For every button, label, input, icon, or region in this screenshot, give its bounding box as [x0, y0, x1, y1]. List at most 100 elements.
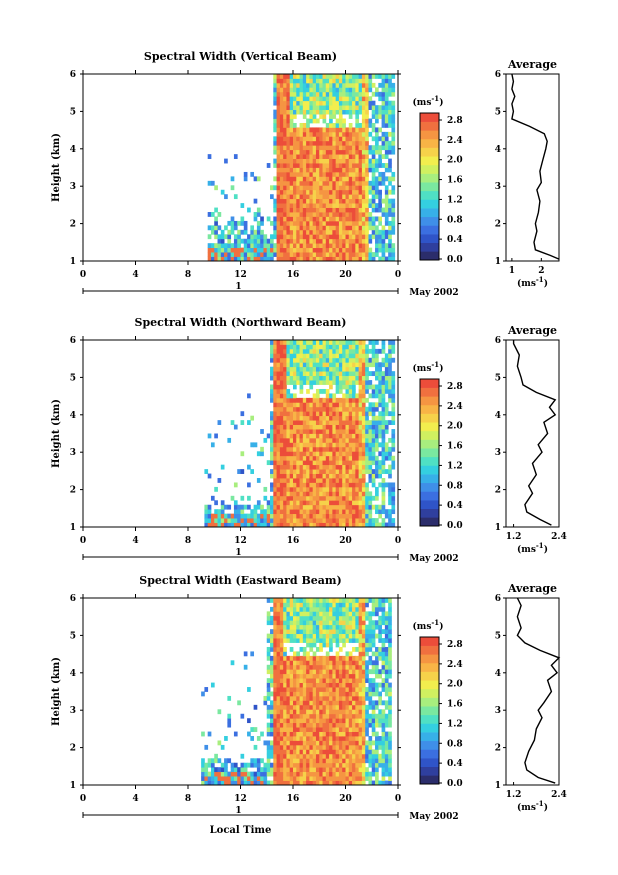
heatmap-cell [384, 411, 389, 417]
heatmap-cell [381, 771, 386, 777]
heatmap-cell [325, 402, 330, 408]
heatmap-cell [276, 655, 281, 661]
heatmap-cell [293, 176, 297, 182]
heatmap-cell [358, 611, 363, 617]
heatmap-cell [365, 415, 369, 421]
heatmap-cell [371, 740, 376, 746]
colorbar-swatch [420, 225, 439, 235]
heatmap-cell [276, 736, 281, 741]
heatmap-cell [358, 455, 363, 461]
heatmap-cell [384, 256, 389, 262]
heatmap-cell [273, 114, 277, 119]
heatmap-cell [329, 606, 333, 612]
heatmap-cell [329, 212, 333, 217]
heatmap-cell [388, 420, 392, 425]
x-tick-label: 8 [185, 536, 191, 546]
heatmap-cell [315, 655, 320, 661]
heatmap-cell [381, 340, 386, 345]
heatmap-cell [338, 82, 343, 88]
heatmap-cell [283, 518, 287, 523]
heatmap-cell [319, 620, 323, 626]
heatmap-cell [263, 495, 268, 501]
heatmap-cell [306, 149, 310, 155]
heatmap-cell [289, 198, 294, 204]
heatmap-cell [358, 149, 363, 155]
heatmap-cell [312, 424, 317, 430]
heatmap-cell [299, 406, 304, 412]
heatmap-cell [283, 727, 287, 732]
heatmap-cell [283, 180, 287, 186]
heatmap-cell [352, 185, 356, 191]
heatmap-cell [309, 620, 314, 626]
heatmap-cell [266, 460, 271, 466]
heatmap-cell [289, 646, 294, 652]
heatmap-cell [391, 340, 396, 345]
heatmap-cell [348, 167, 353, 173]
heatmap-cell [299, 163, 304, 168]
heatmap-cell [358, 411, 363, 417]
heatmap-cell [332, 504, 337, 510]
heatmap-cell [309, 486, 314, 492]
heatmap-cell [276, 611, 281, 617]
heatmap-cell [375, 340, 379, 345]
heatmap-cell [352, 691, 356, 697]
heatmap-cell [289, 606, 294, 612]
heatmap-cell [296, 402, 300, 408]
heatmap-cell [227, 252, 232, 257]
heatmap-cell [365, 727, 369, 732]
heatmap-cell [319, 704, 323, 710]
heatmap-cell [309, 247, 314, 253]
heatmap-cell [315, 495, 320, 501]
heatmap-cell [302, 256, 307, 262]
heatmap-cell [227, 776, 232, 781]
heatmap-cell [358, 234, 363, 240]
heatmap-cell [322, 87, 327, 93]
heatmap-cell [224, 762, 228, 768]
heatmap-cell [325, 709, 330, 715]
heatmap-cell [302, 504, 307, 510]
heatmap-cell [329, 442, 333, 448]
heatmap-cell [378, 158, 382, 164]
heatmap-cell [371, 522, 376, 528]
heatmap-cell [365, 678, 369, 683]
heatmap-cell [204, 762, 209, 768]
heatmap-cell [296, 362, 300, 368]
heatmap-cell [319, 473, 323, 479]
heatmap-cell [338, 633, 343, 639]
heatmap-cell [286, 252, 291, 257]
heatmap-cell [355, 114, 360, 119]
heatmap-cell [332, 203, 337, 208]
heatmap-cell [286, 78, 291, 84]
heatmap-cell [371, 127, 376, 133]
heatmap-cell [358, 109, 363, 115]
heatmap-cell [266, 731, 271, 737]
heatmap-cell [365, 522, 369, 528]
heatmap-cell [240, 420, 245, 425]
heatmap-cell [355, 207, 360, 213]
heatmap-cell [342, 433, 346, 439]
heatmap-cell [335, 194, 340, 200]
average-y-tick-label: 3 [495, 182, 501, 192]
heatmap-cell [270, 500, 274, 506]
heatmap-cell [302, 433, 307, 439]
heatmap-cell [286, 473, 291, 479]
heatmap-cell [276, 118, 281, 124]
heatmap-cell [381, 687, 386, 692]
heatmap-cell [348, 744, 353, 750]
heatmap-cell [391, 74, 396, 79]
heatmap-cell [352, 673, 356, 679]
heatmap-cell [348, 109, 353, 115]
heatmap-cell [352, 771, 356, 777]
heatmap-cell [263, 252, 268, 257]
heatmap-cell [256, 478, 261, 483]
heatmap-cell [306, 758, 310, 764]
heatmap-cell [371, 651, 376, 657]
heatmap-cell [263, 740, 268, 746]
heatmap-cell [378, 482, 382, 488]
heatmap-cell [378, 429, 382, 434]
heatmap-cell [345, 740, 350, 746]
heatmap-cell [325, 704, 330, 710]
heatmap-cell [289, 180, 294, 186]
heatmap-cell [273, 380, 277, 385]
heatmap-cell [338, 225, 343, 231]
